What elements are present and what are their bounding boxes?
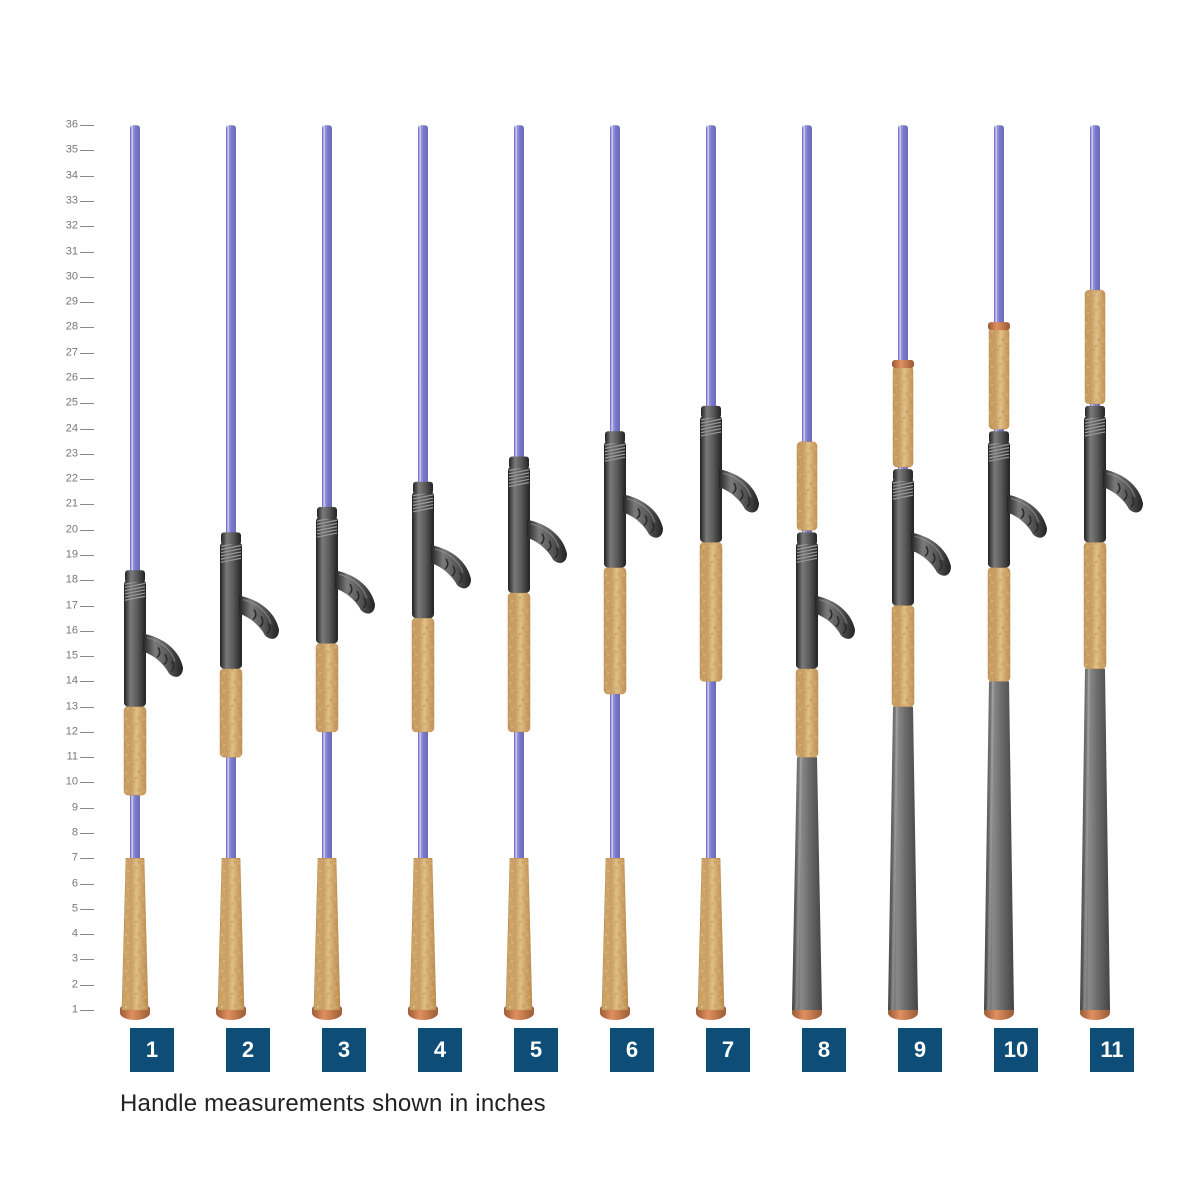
ruler-tick: 2	[60, 985, 94, 986]
ruler-tick: 16	[60, 631, 94, 632]
ruler-tick: 29	[60, 302, 94, 303]
ruler-tick: 26	[60, 378, 94, 379]
ruler-tick: 24	[60, 429, 94, 430]
rod-handle-chart: 1234567891011121314151617181920212223242…	[60, 100, 1160, 1020]
ruler-tick: 34	[60, 176, 94, 177]
ruler-tick: 23	[60, 454, 94, 455]
rod-10	[994, 100, 1024, 1020]
ruler-tick: 14	[60, 681, 94, 682]
rod-1	[130, 100, 160, 1020]
ruler-tick: 30	[60, 277, 94, 278]
ruler-tick: 1	[60, 1010, 94, 1011]
rod-badge-4: 4	[418, 1028, 462, 1072]
rod-badge-8: 8	[802, 1028, 846, 1072]
ruler-tick: 18	[60, 580, 94, 581]
ruler-tick: 19	[60, 555, 94, 556]
rod-badge-7: 7	[706, 1028, 750, 1072]
ruler-tick: 25	[60, 403, 94, 404]
ruler-tick: 7	[60, 858, 94, 859]
rod-badge-2: 2	[226, 1028, 270, 1072]
ruler-tick: 6	[60, 884, 94, 885]
rod-badge-6: 6	[610, 1028, 654, 1072]
rod-badge-11: 11	[1090, 1028, 1134, 1072]
rod-4	[418, 100, 448, 1020]
ruler-tick: 11	[60, 757, 94, 758]
ruler-tick: 17	[60, 606, 94, 607]
rod-badge-1: 1	[130, 1028, 174, 1072]
ruler-tick: 5	[60, 909, 94, 910]
ruler-tick: 27	[60, 353, 94, 354]
rods-row	[130, 100, 1160, 1020]
chart-caption: Handle measurements shown in inches	[120, 1090, 546, 1118]
ruler-tick: 13	[60, 707, 94, 708]
ruler-tick: 22	[60, 479, 94, 480]
rod-badge-10: 10	[994, 1028, 1038, 1072]
ruler-tick: 21	[60, 504, 94, 505]
ruler-tick: 28	[60, 327, 94, 328]
rod-badge-5: 5	[514, 1028, 558, 1072]
ruler-tick: 12	[60, 732, 94, 733]
ruler-tick: 31	[60, 252, 94, 253]
ruler-tick: 15	[60, 656, 94, 657]
ruler-tick: 10	[60, 782, 94, 783]
rod-2	[226, 100, 256, 1020]
ruler-tick: 32	[60, 226, 94, 227]
rod-3	[322, 100, 352, 1020]
ruler-tick: 4	[60, 934, 94, 935]
rod-11	[1090, 100, 1120, 1020]
rod-9	[898, 100, 928, 1020]
rod-badge-3: 3	[322, 1028, 366, 1072]
rod-8	[802, 100, 832, 1020]
rod-7	[706, 100, 736, 1020]
ruler-tick: 36	[60, 125, 94, 126]
rod-number-badges: 1 2 3 4 5 6 7 8 9 10 11	[130, 1028, 1134, 1072]
ruler-tick: 35	[60, 150, 94, 151]
ruler-tick: 8	[60, 833, 94, 834]
inch-ruler: 1234567891011121314151617181920212223242…	[60, 100, 94, 1020]
ruler-tick: 33	[60, 201, 94, 202]
ruler-tick: 9	[60, 808, 94, 809]
ruler-tick: 20	[60, 530, 94, 531]
ruler-tick: 3	[60, 959, 94, 960]
rod-6	[610, 100, 640, 1020]
rod-badge-9: 9	[898, 1028, 942, 1072]
rod-5	[514, 100, 544, 1020]
